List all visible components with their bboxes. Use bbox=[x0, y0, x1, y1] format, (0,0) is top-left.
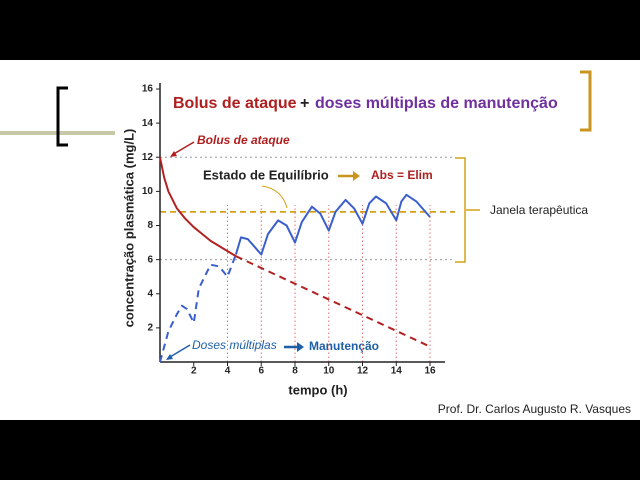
annotation: Janela terapêutica bbox=[490, 203, 588, 217]
footer: Prof. Dr. Carlos Augusto R. Vasques bbox=[438, 402, 631, 416]
y-tick-label: 6 bbox=[147, 254, 153, 265]
right-bracket bbox=[580, 70, 592, 132]
y-tick-label: 12 bbox=[142, 152, 154, 163]
annotation: Estado de Equilíbrio bbox=[203, 167, 329, 182]
x-tick-label: 10 bbox=[323, 366, 335, 377]
left-bracket bbox=[56, 86, 68, 147]
x-tick-label: 14 bbox=[391, 366, 403, 377]
y-tick-label: 16 bbox=[142, 84, 154, 95]
y-axis-label: concentração plasmática (mg/L) bbox=[121, 129, 136, 328]
arrowhead bbox=[353, 171, 360, 181]
annotation: Manutenção bbox=[309, 339, 379, 353]
arrowhead bbox=[297, 342, 304, 352]
arrowhead bbox=[170, 151, 177, 157]
x-tick-label: 12 bbox=[357, 366, 369, 377]
title-part: doses múltiplas de manutenção bbox=[315, 95, 558, 112]
plot: 2 4 6 8 10 12 14 16 2 4 6 8 10 12 14 16 bbox=[142, 83, 455, 377]
arrow bbox=[169, 344, 191, 358]
series-line bbox=[159, 254, 237, 363]
series-line bbox=[159, 157, 237, 258]
title: Bolus de ataque + doses múltiplas de man… bbox=[173, 95, 558, 112]
arrow bbox=[171, 141, 195, 156]
y-tick-label: 4 bbox=[147, 288, 153, 299]
y-tick-label: 8 bbox=[147, 220, 153, 231]
y-tick-label: 2 bbox=[147, 323, 153, 334]
annotation: Doses múltiplas bbox=[192, 338, 277, 352]
title-part: Bolus de ataque bbox=[173, 95, 297, 112]
y-tick-label: 14 bbox=[142, 118, 154, 129]
y-tick-label: 10 bbox=[142, 186, 154, 197]
title-part: + bbox=[300, 95, 309, 112]
annotation: Abs = Elim bbox=[371, 168, 433, 182]
slide-bg bbox=[0, 60, 640, 420]
x-tick-label: 4 bbox=[225, 366, 231, 377]
x-tick-label: 8 bbox=[292, 366, 298, 377]
x-tick-label: 2 bbox=[191, 366, 197, 377]
annotation: Bolus de ataque bbox=[197, 133, 290, 147]
arrowhead bbox=[166, 354, 173, 360]
pointer bbox=[261, 185, 288, 209]
x-axis-label: tempo (h) bbox=[288, 382, 347, 397]
window-bracket bbox=[455, 157, 466, 263]
x-tick-label: 6 bbox=[258, 366, 264, 377]
x-tick-label: 16 bbox=[424, 366, 436, 377]
series-line bbox=[234, 193, 431, 256]
